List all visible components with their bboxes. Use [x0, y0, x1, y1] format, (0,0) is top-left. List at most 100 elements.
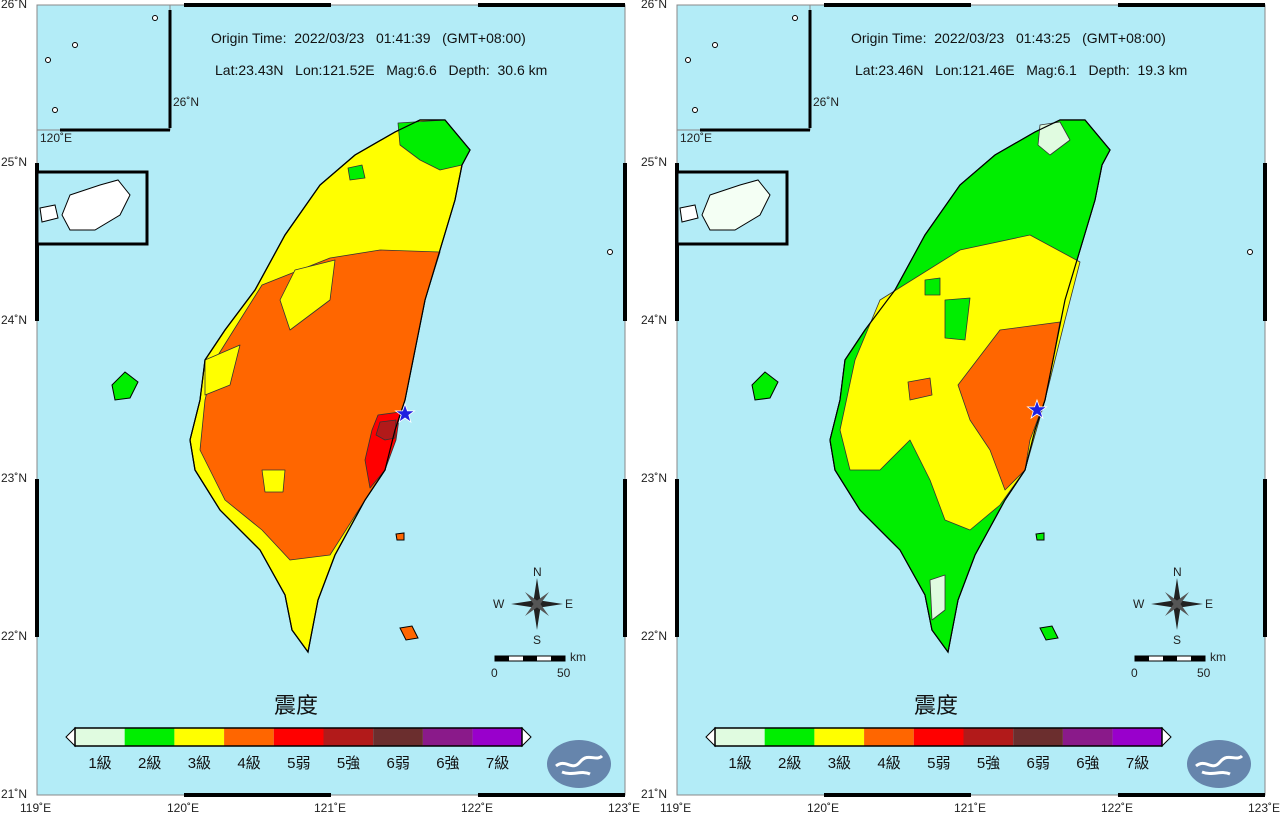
origin-time: Origin Time: 2022/03/23 01:41:39 (GMT+08… [211, 30, 526, 46]
inset-islands-box [676, 4, 811, 131]
lon-tick-label: 119˚E [20, 801, 52, 815]
legend-label: 6強 [1076, 755, 1100, 772]
lat-tick-label: 21˚N [641, 787, 668, 801]
lon-tick-label: 122˚E [1101, 801, 1134, 815]
legend-title: 震度 [274, 693, 319, 718]
intensity-zone-3級 [279, 259, 336, 331]
scale-bar-segment [1135, 656, 1149, 661]
lat-tick-label: 23˚N [1, 471, 28, 485]
lon-tick-label: 120˚E [167, 801, 200, 815]
compass-w: W [1133, 597, 1145, 611]
lon-tick-label: 119˚E [660, 801, 692, 815]
legend-swatch-6強 [422, 728, 473, 746]
cwb-logo-swirl [555, 754, 604, 776]
green-island [399, 625, 419, 641]
intensity-zone-4級 [907, 377, 933, 401]
epicenter-star-icon [394, 402, 416, 424]
small-island [1247, 249, 1253, 255]
orchid-island [1035, 532, 1045, 541]
legend-label: 3級 [187, 755, 212, 772]
legend-swatch-4級 [864, 728, 914, 746]
legend-swatch-7級 [1112, 728, 1163, 746]
lat-tick-label: 22˚N [641, 629, 668, 643]
legend-border [714, 727, 1163, 747]
small-island [792, 15, 798, 21]
penghu-islands [111, 371, 139, 401]
lon-tick-label: 121˚E [314, 801, 347, 815]
lon-tick-label: 123˚E [608, 801, 641, 815]
lat-tick-label: 21˚N [1, 787, 28, 801]
scale-min: 0 [491, 666, 498, 680]
penghu-islands [751, 371, 779, 401]
lon-tick-label: 120˚E [807, 801, 840, 815]
legend-border [74, 727, 523, 747]
small-island [45, 57, 51, 63]
scale-min: 0 [1131, 666, 1138, 680]
legend-label: 6強 [436, 755, 460, 772]
legend-swatch-3級 [814, 728, 865, 746]
legend-label: 6弱 [386, 755, 410, 772]
intensity-zone-3級 [261, 469, 286, 493]
scale-bar-segment [1191, 656, 1205, 661]
lat-tick-label: 25˚N [1, 155, 28, 169]
small-island [685, 57, 691, 63]
lat-tick-label: 24˚N [1, 313, 28, 327]
compass-n: N [533, 565, 542, 579]
legend-label: 3級 [827, 755, 852, 772]
legend-label: 2級 [778, 755, 802, 772]
compass-e: E [565, 597, 574, 611]
scale-unit: km [570, 650, 586, 664]
scale-unit: km [1210, 650, 1226, 664]
quake-parameters: Lat:23.46N Lon:121.46E Mag:6.1 Depth: 19… [855, 62, 1188, 78]
lat-tick-label: 26˚N [641, 0, 668, 11]
small-island [152, 15, 158, 21]
compass-n: N [1173, 565, 1182, 579]
legend-swatch-5弱 [913, 728, 964, 746]
compass-rose-icon [525, 592, 549, 616]
inset-lat-label: 26˚N [173, 95, 200, 109]
intensity-zone-3級 [204, 344, 241, 396]
legend-label: 6弱 [1026, 755, 1050, 772]
legend-label: 4級 [237, 755, 261, 772]
intensity-zone-2級 [347, 164, 366, 181]
lat-tick-label: 26˚N [1, 0, 28, 11]
small-island [712, 42, 718, 48]
legend-label: 5弱 [927, 755, 951, 772]
legend-label: 5強 [336, 755, 361, 772]
lat-tick-label: 22˚N [1, 629, 28, 643]
legend-swatch-2級 [764, 728, 815, 746]
legend-swatch-5弱 [273, 728, 324, 746]
taiwan-coastline [829, 119, 1111, 654]
intensity-zone-2級 [924, 277, 941, 296]
small-island [692, 107, 698, 113]
lat-tick-label: 24˚N [641, 313, 668, 327]
quake-parameters: Lat:23.43N Lon:121.52E Mag:6.6 Depth: 30… [215, 62, 548, 78]
kinmen-island [701, 179, 771, 231]
legend-swatch-6弱 [1013, 728, 1063, 746]
lon-tick-label: 122˚E [461, 801, 494, 815]
legend-swatch-1級 [715, 728, 765, 746]
intensity-map-panel-2: Origin Time: 2022/03/23 01:43:25 (GMT+08… [640, 0, 1280, 816]
scale-bar-segment [495, 656, 509, 661]
legend-label: 5強 [976, 755, 1001, 772]
legend-label: 2級 [138, 755, 162, 772]
inset-lon-label: 120˚E [680, 131, 713, 145]
compass-s: S [533, 633, 542, 647]
cwb-logo-swirl [1195, 754, 1244, 776]
intensity-zone-1級 [1037, 121, 1071, 156]
lat-tick-label: 23˚N [641, 471, 668, 485]
inset-lon-label: 120˚E [40, 131, 73, 145]
lon-tick-label: 121˚E [954, 801, 987, 815]
legend-label: 5弱 [287, 755, 311, 772]
intensity-map-panel-1: Origin Time: 2022/03/23 01:41:39 (GMT+08… [1, 0, 641, 815]
kinmen-island [61, 179, 131, 231]
compass-rose-icon [1165, 592, 1189, 616]
intensity-zone-5強 [375, 419, 397, 441]
legend-label: 7級 [1125, 755, 1150, 772]
scale-bar-segment [523, 656, 537, 661]
scale-bar-segment [1163, 656, 1177, 661]
scale-max: 50 [557, 666, 571, 680]
legend-label: 4級 [877, 755, 901, 772]
scale-max: 50 [1197, 666, 1211, 680]
lat-tick-label: 25˚N [641, 155, 668, 169]
